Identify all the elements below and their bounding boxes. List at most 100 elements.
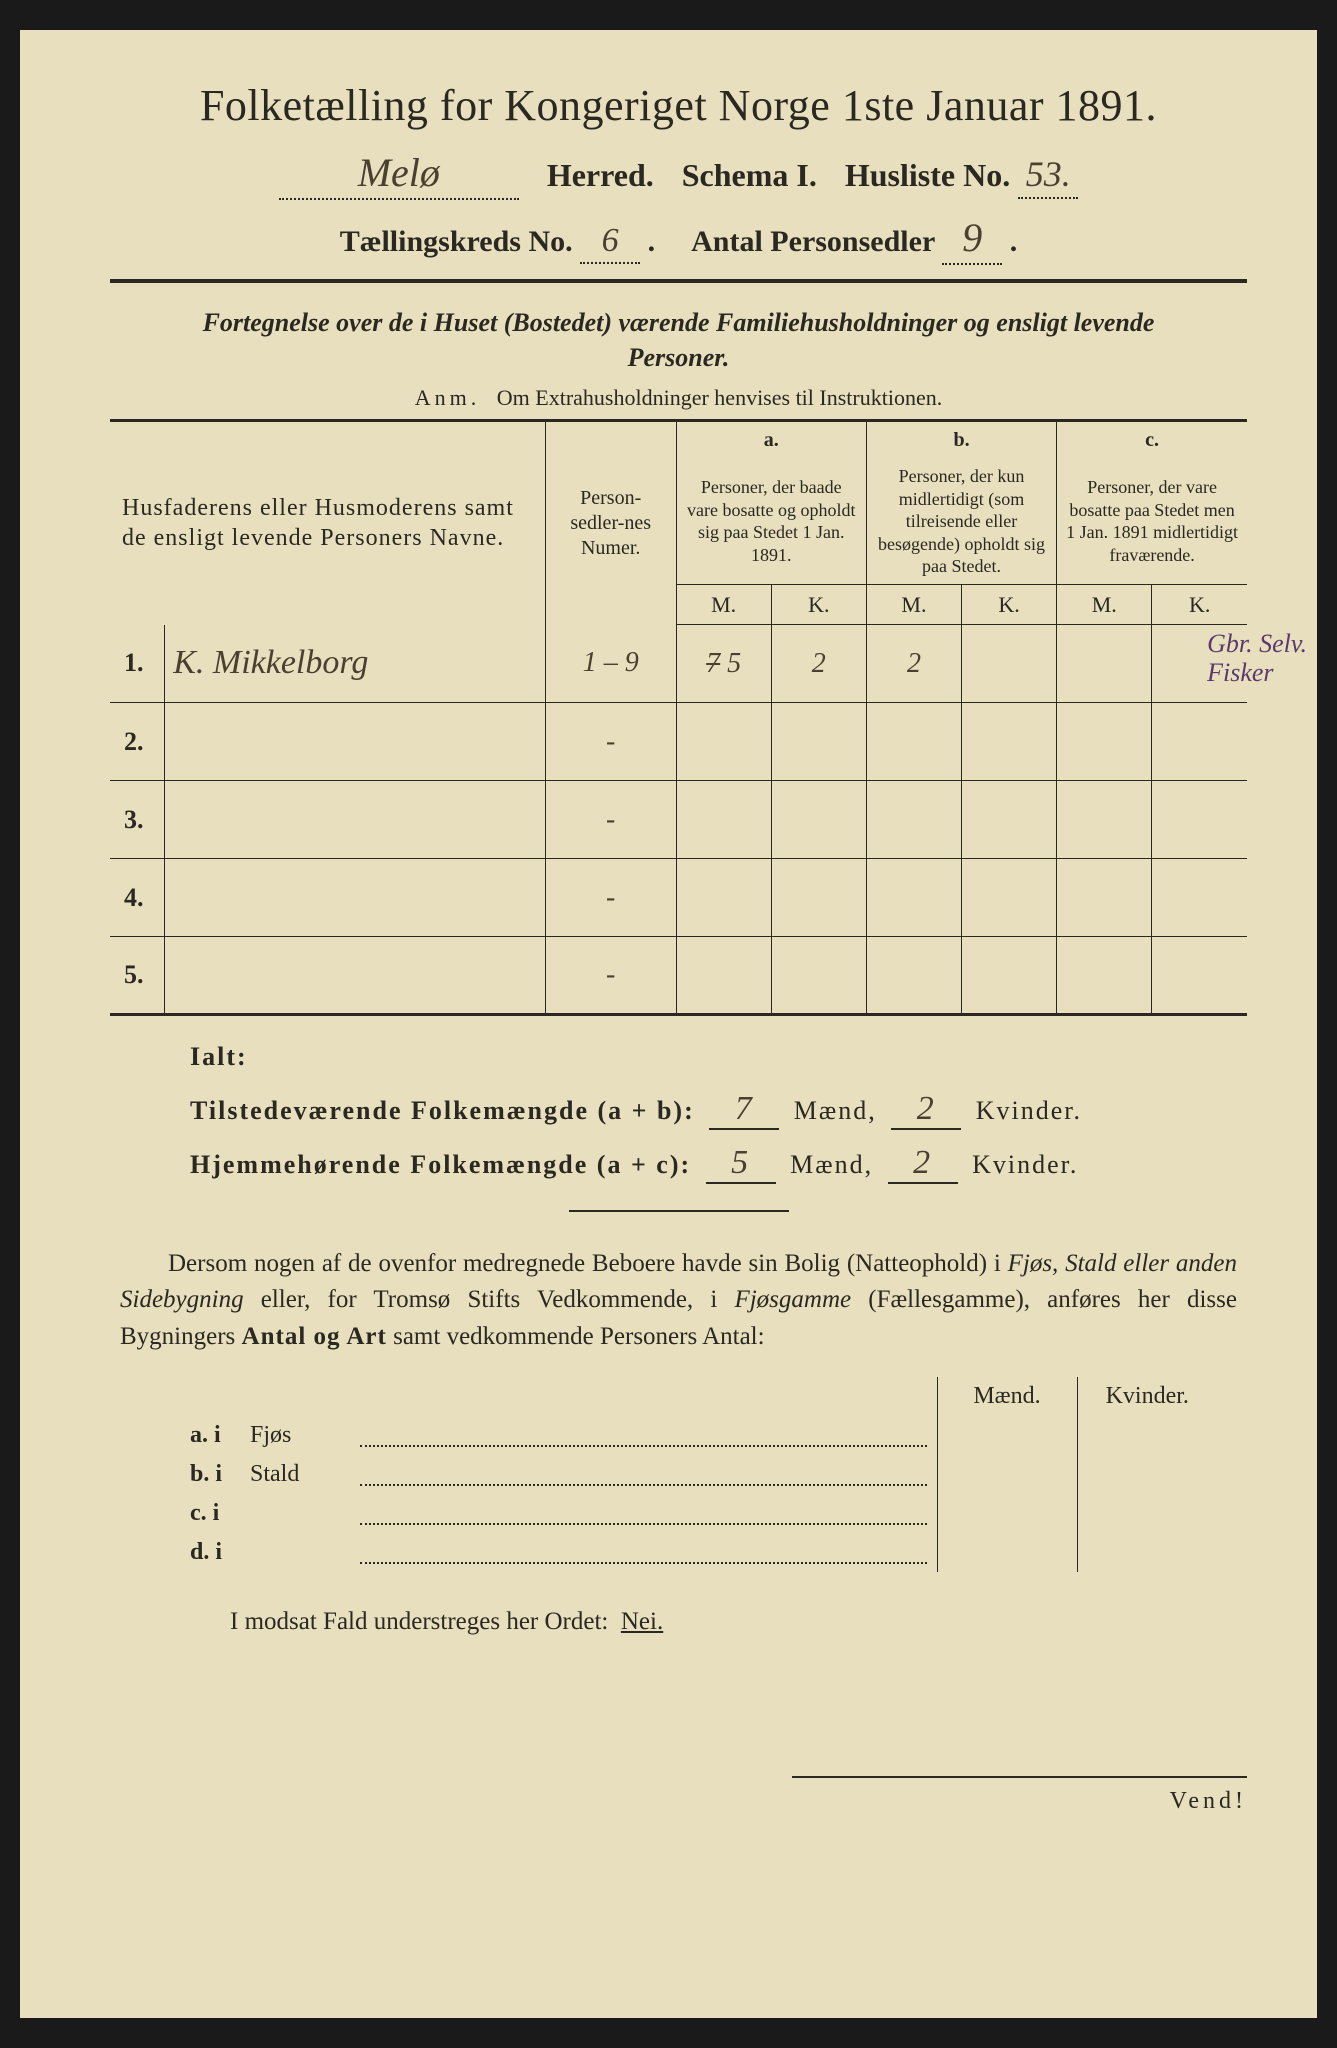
schema-label: Schema I. <box>682 157 817 194</box>
row-cell <box>676 703 771 781</box>
kreds-label: Tællingskreds No. <box>340 225 573 258</box>
col-b-text: Personer, der kun midlertidigt (som tilr… <box>866 459 1056 584</box>
ialt-line-1: Tilstedeværende Folkemængde (a + b): 7 M… <box>190 1090 1247 1130</box>
row-cell <box>771 937 866 1015</box>
bld-row-dots <box>360 1533 937 1572</box>
table-row: 4. - <box>110 859 1247 937</box>
subtitle: Fortegnelse over de i Huset (Bostedet) v… <box>150 305 1207 375</box>
row-cell: 2 <box>771 625 866 703</box>
bld-row-k <box>1077 1455 1217 1494</box>
row-cell <box>962 703 1057 781</box>
bld-row-m <box>937 1494 1077 1533</box>
col-c-m: M. <box>1057 584 1152 625</box>
row-cell <box>676 859 771 937</box>
bld-row-label: d. i <box>180 1533 250 1572</box>
col-c-label: c. <box>1057 421 1247 460</box>
buildings-table: Mænd. Kvinder. a. iFjøsb. iStaldc. id. i <box>180 1377 1217 1572</box>
row-name <box>165 781 546 859</box>
husliste-label: Husliste No. <box>845 157 1010 193</box>
bld-row: c. i <box>180 1494 1217 1533</box>
row-cell <box>866 859 961 937</box>
bld-row: d. i <box>180 1533 1217 1572</box>
col-a-label: a. <box>676 421 866 460</box>
table-row: 2.- <box>110 703 1247 781</box>
husliste-value: 53. <box>1018 153 1078 199</box>
row-index: 5. <box>110 937 165 1015</box>
anm-text: Om Extrahusholdninger henvises til Instr… <box>497 385 942 410</box>
bld-row: b. iStald <box>180 1455 1217 1494</box>
rule-mid <box>569 1210 789 1212</box>
row-cell <box>1057 703 1152 781</box>
row-cell <box>1057 937 1152 1015</box>
bld-row-m <box>937 1416 1077 1455</box>
row-cell <box>1057 859 1152 937</box>
row-cell <box>771 703 866 781</box>
row-cell <box>771 781 866 859</box>
bld-row-name <box>250 1494 360 1533</box>
ialt2-k: 2 <box>888 1144 958 1184</box>
bld-row-label: b. i <box>180 1455 250 1494</box>
bld-row-label: a. i <box>180 1416 250 1455</box>
bld-row-dots <box>360 1455 937 1494</box>
table-row: 5. - <box>110 937 1247 1015</box>
row-cell <box>866 703 961 781</box>
bld-hdr-m: Mænd. <box>937 1377 1077 1416</box>
bld-row-m <box>937 1533 1077 1572</box>
row-index: 3. <box>110 781 165 859</box>
bld-hdr-k: Kvinder. <box>1077 1377 1217 1416</box>
bld-row-dots <box>360 1416 937 1455</box>
personsedler-value: 9 <box>942 214 1002 265</box>
margin-notes: Gbr. Selv. Fisker <box>1207 630 1307 687</box>
col-a-text: Personer, der baade vare bosatte og opho… <box>676 459 866 584</box>
table-row: 1.K. Mikkelborg1 – 97 522 <box>110 625 1247 703</box>
row-numer: - <box>545 937 676 1015</box>
herred-label: Herred. <box>547 157 654 194</box>
row-index: 4. <box>110 859 165 937</box>
row-index: 2. <box>110 703 165 781</box>
anm-label: Anm. <box>415 385 481 410</box>
census-table: Husfaderens eller Husmoderens samt de en… <box>110 419 1247 1016</box>
personsedler-label: Antal Personsedler <box>691 225 935 258</box>
bld-row-k <box>1077 1533 1217 1572</box>
row-cell <box>866 781 961 859</box>
nei-word: Nei. <box>621 1608 663 1635</box>
bld-row-name <box>250 1533 360 1572</box>
col-b-k: K. <box>962 584 1057 625</box>
rule-top <box>110 279 1247 283</box>
bld-row-name: Stald <box>250 1455 360 1494</box>
row-name <box>165 937 546 1015</box>
row-cell <box>676 781 771 859</box>
row-name <box>165 859 546 937</box>
ialt1-m: 7 <box>709 1090 779 1130</box>
row-cell <box>1152 937 1247 1015</box>
bld-row-dots <box>360 1494 937 1533</box>
row-name <box>165 703 546 781</box>
kreds-value: 6 <box>580 222 640 264</box>
anm-line: Anm. Om Extrahusholdninger henvises til … <box>110 385 1247 411</box>
row-cell <box>1152 781 1247 859</box>
ialt1-k: 2 <box>891 1090 961 1130</box>
margin-note-1: Gbr. Selv. <box>1207 630 1307 659</box>
nei-line: I modsat Fald understreges her Ordet: Ne… <box>230 1608 1247 1636</box>
row-cell: 7 5 <box>676 625 771 703</box>
ialt-header: Ialt: <box>190 1042 1247 1072</box>
header-row-2: Melø Herred. Schema I. Husliste No. 53. <box>110 149 1247 200</box>
row-numer: - <box>545 859 676 937</box>
totals-block: Ialt: Tilstedeværende Folkemængde (a + b… <box>190 1042 1247 1184</box>
row-index: 1. <box>110 625 165 703</box>
col-b-m: M. <box>866 584 961 625</box>
bld-row-label: c. i <box>180 1494 250 1533</box>
row-cell <box>1057 781 1152 859</box>
page-title: Folketælling for Kongeriget Norge 1ste J… <box>110 80 1247 131</box>
herred-value: Melø <box>279 149 519 200</box>
row-cell <box>1152 859 1247 937</box>
row-cell <box>962 781 1057 859</box>
row-cell <box>962 859 1057 937</box>
vend-label: Vend! <box>792 1776 1247 1815</box>
row-cell <box>1152 703 1247 781</box>
col-a-m: M. <box>676 584 771 625</box>
row-cell <box>676 937 771 1015</box>
ialt2-m: 5 <box>706 1144 776 1184</box>
bld-row-m <box>937 1455 1077 1494</box>
row-numer: 1 – 9 <box>545 625 676 703</box>
